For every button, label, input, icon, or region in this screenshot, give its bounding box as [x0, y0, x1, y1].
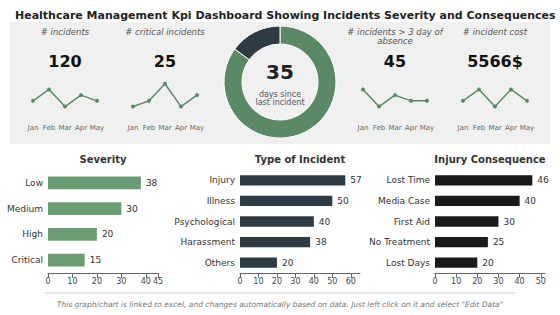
svg-text:40: 40: [309, 277, 319, 286]
svg-text:May: May: [90, 124, 104, 132]
svg-text:Apr: Apr: [75, 124, 87, 132]
svg-text:20: 20: [282, 258, 294, 268]
svg-text:Medium: Medium: [7, 204, 43, 214]
svg-text:30: 30: [493, 277, 503, 286]
svg-text:Harassment: Harassment: [181, 237, 236, 247]
svg-text:10: 10: [451, 277, 461, 286]
svg-text:50: 50: [536, 277, 546, 286]
svg-text:45: 45: [384, 52, 406, 71]
svg-text:Mar: Mar: [488, 124, 501, 132]
svg-text:30: 30: [116, 277, 126, 286]
svg-text:Feb: Feb: [143, 124, 156, 132]
svg-text:38: 38: [315, 237, 327, 247]
svg-text:20: 20: [482, 258, 494, 268]
svg-text:May: May: [190, 124, 204, 132]
svg-text:40: 40: [515, 277, 525, 286]
svg-text:35: 35: [266, 60, 294, 84]
svg-text:Mar: Mar: [58, 124, 71, 132]
svg-text:Jan: Jan: [457, 124, 469, 132]
svg-text:30: 30: [126, 204, 138, 214]
svg-text:Jan: Jan: [357, 124, 369, 132]
svg-text:Lost Time: Lost Time: [387, 175, 431, 185]
svg-text:Injury: Injury: [209, 175, 235, 185]
svg-text:60: 60: [346, 277, 356, 286]
svg-text:Jan: Jan: [27, 124, 39, 132]
svg-text:Illness: Illness: [207, 196, 236, 206]
svg-text:Psychological: Psychological: [174, 217, 235, 227]
svg-text:0: 0: [237, 277, 242, 286]
svg-text:30: 30: [290, 277, 300, 286]
svg-text:Apr: Apr: [175, 124, 187, 132]
svg-text:10: 10: [253, 277, 263, 286]
svg-text:Others: Others: [205, 258, 236, 268]
svg-text:Feb: Feb: [473, 124, 486, 132]
svg-text:Apr: Apr: [505, 124, 517, 132]
svg-text:20: 20: [472, 277, 482, 286]
svg-text:May: May: [520, 124, 534, 132]
svg-text:# incidents: # incidents: [41, 27, 90, 37]
svg-text:40: 40: [141, 277, 151, 286]
svg-text:# incident cost: # incident cost: [463, 27, 528, 37]
svg-text:Severity: Severity: [80, 154, 127, 165]
svg-text:Feb: Feb: [373, 124, 386, 132]
svg-text:57: 57: [350, 175, 361, 185]
svg-text:Healthcare Management Kpi Dash: Healthcare Management Kpi Dashboard Show…: [15, 9, 556, 22]
svg-text:15: 15: [90, 255, 101, 265]
svg-text:38: 38: [146, 178, 158, 188]
svg-text:First Aid: First Aid: [394, 217, 430, 227]
svg-text:25: 25: [154, 52, 176, 71]
svg-text:# critical incidents: # critical incidents: [125, 27, 205, 37]
svg-text:45: 45: [153, 277, 163, 286]
svg-text:Feb: Feb: [43, 124, 56, 132]
svg-text:120: 120: [48, 52, 81, 71]
svg-text:25: 25: [493, 237, 504, 247]
svg-text:30: 30: [503, 217, 515, 227]
svg-text:Type of Incident: Type of Incident: [255, 154, 346, 165]
svg-text:20: 20: [92, 277, 102, 286]
svg-text:20: 20: [102, 229, 114, 239]
svg-text:days since: days since: [258, 89, 302, 99]
svg-text:# incidents > 3 day of: # incidents > 3 day of: [347, 26, 443, 37]
svg-text:Media Case: Media Case: [378, 196, 430, 206]
svg-text:0: 0: [432, 277, 437, 286]
svg-text:Low: Low: [25, 178, 43, 188]
svg-text:10: 10: [67, 277, 77, 286]
svg-text:Apr: Apr: [405, 124, 417, 132]
svg-text:46: 46: [537, 175, 549, 185]
svg-text:40: 40: [525, 196, 537, 206]
svg-text:Mar: Mar: [158, 124, 171, 132]
svg-text:This graph/chart is linked to: This graph/chart is linked to excel, and…: [57, 300, 503, 309]
svg-text:Mar: Mar: [388, 124, 401, 132]
svg-text:No Treatment: No Treatment: [369, 237, 430, 247]
svg-text:0: 0: [45, 277, 50, 286]
svg-text:5566$: 5566$: [467, 52, 523, 71]
svg-text:Critical: Critical: [12, 255, 43, 265]
svg-text:50: 50: [337, 196, 349, 206]
svg-text:Jan: Jan: [127, 124, 139, 132]
svg-text:last incident: last incident: [255, 98, 304, 107]
svg-text:May: May: [420, 124, 434, 132]
svg-text:Injury Consequence: Injury Consequence: [434, 154, 545, 165]
svg-text:40: 40: [319, 217, 331, 227]
svg-text:Lost Days: Lost Days: [386, 258, 430, 268]
svg-text:50: 50: [327, 277, 337, 286]
svg-text:absence: absence: [377, 36, 413, 46]
svg-text:20: 20: [272, 277, 282, 286]
svg-text:High: High: [22, 229, 43, 239]
